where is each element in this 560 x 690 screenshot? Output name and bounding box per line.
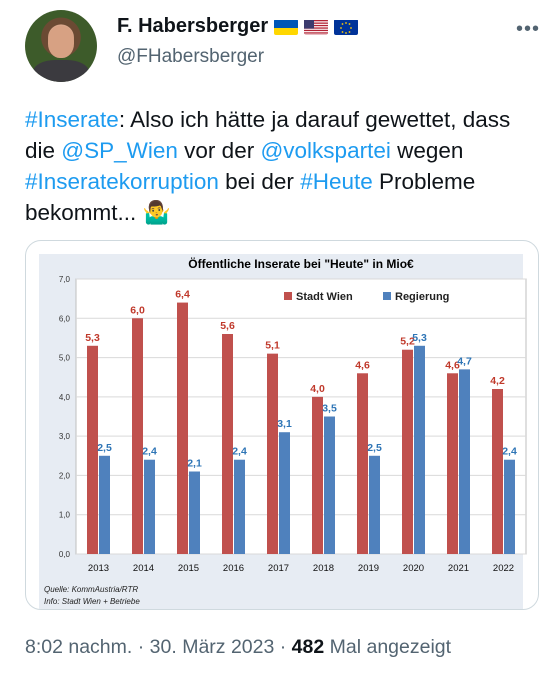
bar-stadt-wien — [267, 353, 278, 554]
data-label: 2,1 — [187, 458, 202, 470]
bar-stadt-wien — [402, 349, 413, 554]
flag-usa-icon — [304, 19, 329, 35]
data-label: 2,4 — [142, 446, 157, 458]
bar-stadt-wien — [132, 318, 143, 554]
bar-stadt-wien — [492, 389, 503, 554]
tweet-text-segment: Probleme bekommt... — [25, 169, 476, 225]
y-tick-label: 2,0 — [59, 471, 71, 480]
tweet-image[interactable]: 0,0 1,0 2,0 3,0 4,0 5,0 6,0 7,0 Öffentliche Inse… — [25, 240, 539, 610]
tweet-text-segment: : Also ich hätte ja darauf gewettet, das… — [25, 107, 511, 163]
data-label: 6,4 — [175, 289, 190, 301]
flag-ukraine-icon — [274, 19, 299, 35]
flag-eu-icon — [334, 19, 359, 35]
bar-regierung — [234, 459, 245, 554]
legend-swatch — [383, 292, 391, 300]
data-label: 5,6 — [220, 320, 235, 332]
author-name-row[interactable]: F. Habersberger — [117, 15, 359, 38]
x-tick-label: 2021 — [448, 563, 469, 574]
more-options-icon[interactable]: ••• — [515, 18, 540, 40]
x-tick-label: 2019 — [358, 563, 379, 574]
data-label: 4,7 — [457, 355, 472, 367]
tweet-date[interactable]: 30. März 2023 — [149, 636, 275, 658]
legend-entry: Stadt Wien — [296, 291, 353, 303]
avatar[interactable] — [25, 10, 97, 82]
data-label: 2,4 — [502, 446, 517, 458]
x-tick-label: 2015 — [178, 563, 199, 574]
data-label: 4,6 — [355, 359, 370, 371]
x-tick-label: 2013 — [88, 563, 109, 574]
y-tick-label: 5,0 — [59, 354, 71, 363]
author-handle[interactable]: @FHabersberger — [117, 46, 265, 67]
legend-entry: Regierung — [395, 291, 449, 303]
x-tick-label: 2014 — [133, 563, 154, 574]
tweet-link[interactable]: #Inseratekorruption — [25, 169, 219, 194]
x-tick-label: 2016 — [223, 563, 244, 574]
data-label: 4,2 — [490, 375, 505, 387]
x-tick-label: 2020 — [403, 563, 424, 574]
data-label: 4,0 — [310, 383, 325, 395]
data-label: 3,1 — [277, 418, 292, 430]
bar-regierung — [369, 455, 380, 554]
legend-swatch — [284, 292, 292, 300]
x-tick-label: 2022 — [493, 563, 514, 574]
tweet-text-segment: vor der — [177, 138, 261, 163]
person-shrugging-emoji: 🤷‍♂️ — [142, 200, 171, 225]
y-tick-label: 1,0 — [59, 511, 71, 520]
view-count: 482 — [291, 636, 325, 658]
tweet-time[interactable]: 8:02 nachm. — [25, 636, 133, 658]
y-tick-label: 3,0 — [59, 432, 71, 441]
bar-chart: 0,0 1,0 2,0 3,0 4,0 5,0 6,0 7,0 Öffentliche Inse… — [44, 256, 527, 606]
bar-regierung — [324, 416, 335, 554]
y-tick-label: 7,0 — [59, 275, 71, 284]
data-label: 5,3 — [85, 332, 100, 344]
data-label: 5,1 — [265, 340, 280, 352]
data-label: 5,3 — [412, 332, 427, 344]
tweet-link[interactable]: @volkspartei — [260, 138, 391, 163]
bar-regierung — [504, 459, 515, 554]
view-count-label: Mal angezeigt — [324, 636, 452, 658]
tweet-link[interactable]: @SP_Wien — [61, 138, 178, 163]
bar-stadt-wien — [312, 396, 323, 554]
tweet-link[interactable]: #Inserate — [25, 107, 119, 132]
data-label: 4,6 — [445, 359, 460, 371]
x-tick-label: 2018 — [313, 563, 334, 574]
plot-area — [75, 278, 527, 555]
bar-regierung — [459, 369, 470, 554]
y-tick-label: 6,0 — [59, 314, 71, 323]
data-label: 2,4 — [232, 446, 247, 458]
data-label: 5,2 — [400, 336, 415, 348]
bar-stadt-wien — [447, 373, 458, 554]
bar-regierung — [189, 471, 200, 554]
bar-stadt-wien — [177, 302, 188, 554]
bar-stadt-wien — [87, 345, 98, 554]
bar-stadt-wien — [357, 373, 368, 554]
data-label: 3,5 — [322, 403, 337, 415]
bar-regierung — [279, 432, 290, 554]
bar-stadt-wien — [222, 334, 233, 554]
tweet-text: #Inserate: Also ich hätte ja darauf gewe… — [25, 104, 545, 228]
y-tick-label: 4,0 — [59, 393, 71, 402]
bar-regierung — [144, 459, 155, 554]
data-label: 6,0 — [130, 304, 145, 316]
chart-title: Öffentliche Inserate bei "Heute" in Mio€ — [188, 256, 414, 271]
data-label: 2,5 — [367, 442, 382, 454]
data-label: 2,5 — [97, 442, 112, 454]
bar-regierung — [414, 345, 425, 554]
y-tick-label: 0,0 — [59, 550, 71, 559]
tweet-link[interactable]: #Heute — [300, 169, 373, 194]
tweet-meta: 8:02 nachm. · 30. März 2023 · 482 Mal an… — [25, 636, 452, 658]
bar-regierung — [99, 455, 110, 554]
x-tick-label: 2017 — [268, 563, 289, 574]
chart-note: Info: Stadt Wien + Betriebe — [44, 597, 140, 606]
chart-note: Quelle: KommAustria/RTR — [44, 585, 138, 594]
author-name[interactable]: F. Habersberger — [117, 15, 269, 37]
tweet-text-segment: bei der — [218, 169, 301, 194]
tweet-text-segment: wegen — [390, 138, 464, 163]
